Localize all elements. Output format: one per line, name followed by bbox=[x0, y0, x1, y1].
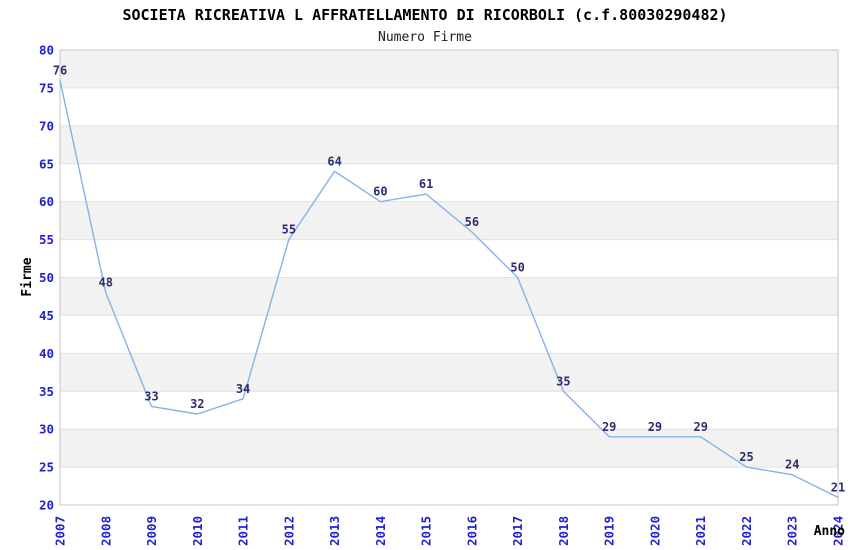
x-tick-label: 2024 bbox=[831, 516, 846, 546]
data-point-label: 29 bbox=[693, 420, 707, 434]
y-tick-label: 45 bbox=[39, 308, 54, 323]
x-tick-label: 2011 bbox=[236, 516, 251, 546]
y-tick-label: 80 bbox=[39, 43, 54, 58]
grid-band bbox=[60, 277, 838, 316]
x-tick-label: 2012 bbox=[281, 516, 296, 546]
data-point-label: 34 bbox=[236, 382, 250, 396]
grid-band bbox=[60, 429, 838, 468]
x-tick-label: 2007 bbox=[53, 516, 68, 546]
y-tick-label: 25 bbox=[39, 460, 54, 475]
plot-area: 20 25 30 35 40 45 50 55 60 65 70 75 80 2007 2008 2009 20… bbox=[39, 43, 846, 547]
data-point-label: 64 bbox=[327, 154, 341, 168]
y-axis-title: Firme bbox=[20, 257, 35, 296]
y-tick-label: 20 bbox=[39, 498, 54, 513]
x-tick-label: 2013 bbox=[327, 516, 342, 546]
x-tick-label: 2008 bbox=[98, 516, 113, 546]
data-point-label: 25 bbox=[739, 450, 753, 464]
x-tick-label: 2017 bbox=[510, 516, 525, 546]
x-tick-label: 2009 bbox=[144, 516, 159, 546]
data-point-label: 29 bbox=[648, 420, 662, 434]
y-tick-label: 60 bbox=[39, 194, 54, 209]
x-tick-label: 2015 bbox=[419, 516, 434, 546]
data-point-label: 55 bbox=[282, 223, 296, 237]
data-point-label: 50 bbox=[510, 261, 524, 275]
x-axis-title: Anno bbox=[814, 524, 845, 539]
chart-title: SOCIETA RICREATIVA L AFFRATELLAMENTO DI … bbox=[122, 6, 727, 24]
grid-band bbox=[60, 125, 838, 164]
y-tick-label: 30 bbox=[39, 422, 54, 437]
chart-subtitle: Numero Firme bbox=[378, 30, 472, 45]
y-tick-label: 55 bbox=[39, 232, 54, 247]
data-point-label: 21 bbox=[831, 480, 845, 494]
grid-band bbox=[60, 353, 838, 392]
x-tick-label: 2021 bbox=[693, 516, 708, 546]
x-tick-label: 2010 bbox=[190, 516, 205, 546]
x-tick-label: 2018 bbox=[556, 516, 571, 546]
data-point-label: 35 bbox=[556, 374, 570, 388]
y-tick-label: 65 bbox=[39, 156, 54, 171]
data-point-label: 48 bbox=[99, 276, 113, 290]
grid-band bbox=[60, 50, 838, 88]
x-tick-label: 2023 bbox=[785, 516, 800, 546]
data-point-label: 76 bbox=[53, 63, 67, 77]
y-tick-label: 75 bbox=[39, 80, 54, 95]
data-point-label: 56 bbox=[465, 215, 479, 229]
x-tick-label: 2016 bbox=[464, 516, 479, 546]
y-tick-label: 40 bbox=[39, 346, 54, 361]
data-point-label: 24 bbox=[785, 458, 799, 472]
data-point-label: 60 bbox=[373, 185, 387, 199]
grid-band bbox=[60, 201, 838, 240]
y-tick-label: 35 bbox=[39, 384, 54, 399]
data-point-label: 32 bbox=[190, 397, 204, 411]
data-point-label: 33 bbox=[144, 389, 158, 403]
plot-border bbox=[59, 49, 839, 506]
data-point-label: 61 bbox=[419, 177, 433, 191]
y-tick-label: 50 bbox=[39, 270, 54, 285]
x-tick-label: 2014 bbox=[373, 516, 388, 546]
y-tick-label: 70 bbox=[39, 118, 54, 133]
x-tick-label: 2022 bbox=[739, 516, 754, 546]
trend-line bbox=[59, 80, 839, 499]
data-point-label: 29 bbox=[602, 420, 616, 434]
x-tick-label: 2019 bbox=[602, 516, 617, 546]
x-tick-label: 2020 bbox=[647, 516, 662, 546]
